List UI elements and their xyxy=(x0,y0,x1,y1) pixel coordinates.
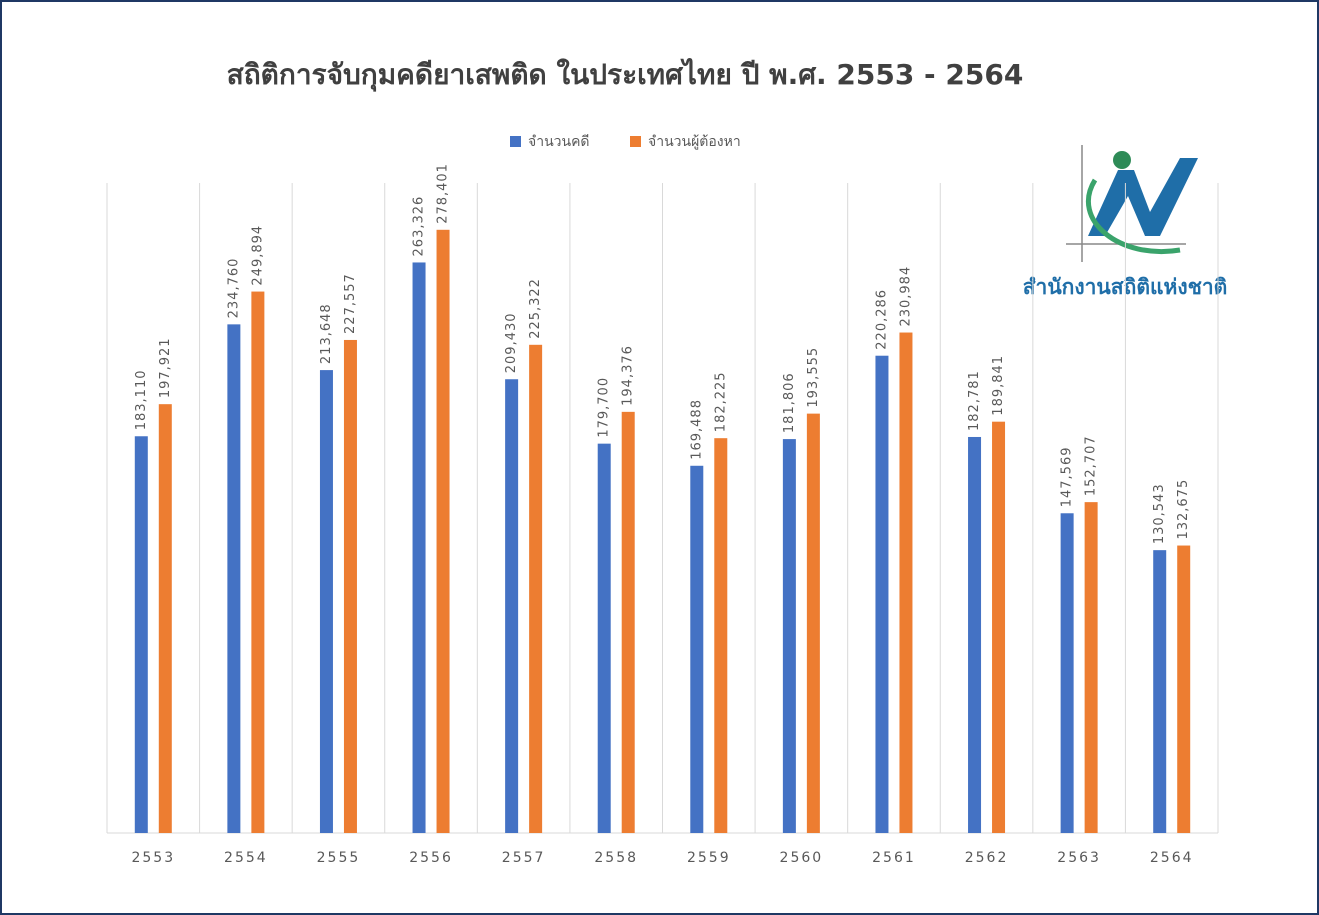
x-tick-label: 2557 xyxy=(502,850,546,866)
bar xyxy=(875,355,889,833)
bar xyxy=(158,404,172,833)
value-label: 147,569 xyxy=(1060,447,1075,508)
legend-label: จำนวนผู้ต้องหา xyxy=(648,134,741,150)
value-label: 227,557 xyxy=(343,273,358,334)
x-tick-label: 2559 xyxy=(687,850,731,866)
value-label: 249,894 xyxy=(250,225,265,286)
x-tick-label: 2561 xyxy=(872,850,916,866)
x-tick-label: 2554 xyxy=(224,850,268,866)
x-tick-label: 2563 xyxy=(1057,850,1101,866)
value-label: 234,760 xyxy=(226,258,241,319)
x-tick-label: 2556 xyxy=(409,850,453,866)
chart-title: สถิติการจับกุมคดียาเสพติด ในประเทศไทย ปี… xyxy=(227,58,1024,92)
bar xyxy=(806,413,820,833)
bar xyxy=(992,421,1006,833)
value-label: 225,322 xyxy=(528,278,543,339)
bar xyxy=(782,439,796,833)
value-label: 182,225 xyxy=(713,371,728,432)
value-label: 152,707 xyxy=(1084,435,1099,496)
value-label: 220,286 xyxy=(874,289,889,350)
value-label: 169,488 xyxy=(689,399,704,460)
legend-swatch xyxy=(510,136,521,147)
value-label: 132,675 xyxy=(1176,479,1191,540)
value-label: 130,543 xyxy=(1152,483,1167,544)
value-label: 209,430 xyxy=(504,312,519,373)
value-label: 194,376 xyxy=(621,345,636,406)
bar xyxy=(505,379,519,833)
bar xyxy=(899,332,913,833)
bar xyxy=(621,411,635,833)
bar xyxy=(134,436,148,833)
bar xyxy=(412,262,426,833)
bar xyxy=(436,229,450,833)
value-label: 182,781 xyxy=(967,370,982,431)
bar xyxy=(714,438,728,833)
logo-emblem xyxy=(1113,151,1131,169)
value-label: 197,921 xyxy=(158,337,173,398)
x-tick-label: 2553 xyxy=(131,850,175,866)
value-label: 193,555 xyxy=(806,347,821,408)
bar xyxy=(1084,502,1098,833)
value-label: 179,700 xyxy=(597,377,612,438)
logo-swoosh xyxy=(1086,178,1181,254)
value-label: 278,401 xyxy=(436,163,451,224)
x-tick-label: 2558 xyxy=(594,850,638,866)
x-tick-label: 2555 xyxy=(317,850,361,866)
bar xyxy=(1177,545,1191,833)
value-label: 213,648 xyxy=(319,303,334,364)
x-tick-label: 2560 xyxy=(780,850,824,866)
bar xyxy=(251,291,265,833)
bar xyxy=(343,339,357,833)
bar xyxy=(968,436,982,833)
bar xyxy=(529,344,543,833)
value-label: 263,326 xyxy=(412,196,427,257)
value-label: 189,841 xyxy=(991,355,1006,416)
value-label: 230,984 xyxy=(898,266,913,327)
bar xyxy=(227,324,241,833)
bar xyxy=(319,370,333,833)
value-label: 183,110 xyxy=(134,369,149,430)
bar xyxy=(690,465,704,833)
logo-mark xyxy=(1088,158,1198,236)
x-tick-label: 2564 xyxy=(1150,850,1194,866)
value-label: 181,806 xyxy=(782,372,797,433)
bar xyxy=(1060,513,1074,833)
bar xyxy=(597,443,611,833)
x-tick-label: 2562 xyxy=(965,850,1009,866)
bar xyxy=(1153,550,1167,833)
legend-swatch xyxy=(630,136,641,147)
legend-label: จำนวนคดี xyxy=(528,134,590,150)
